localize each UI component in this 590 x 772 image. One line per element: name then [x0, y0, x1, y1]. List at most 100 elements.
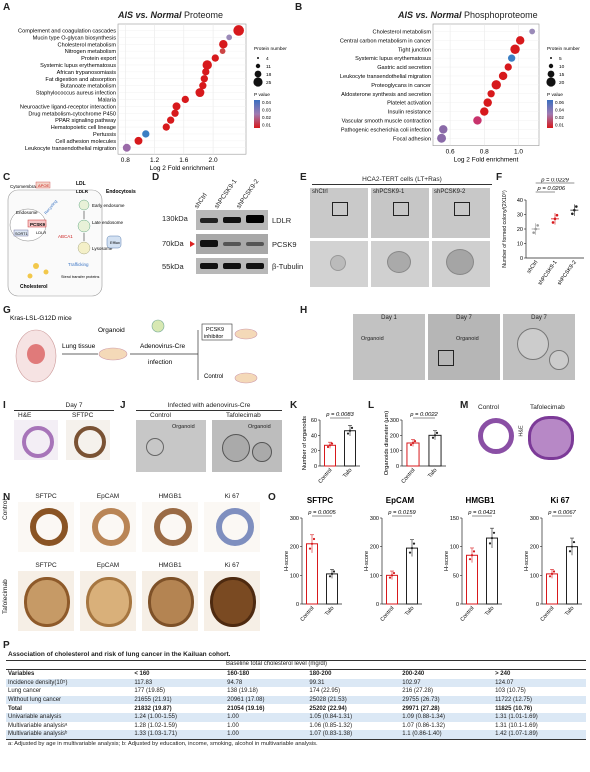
enrichment-dot	[498, 71, 508, 81]
enrichment-dot	[211, 54, 219, 62]
lung-icon	[27, 344, 45, 364]
y-axis-label: H-score	[364, 551, 370, 571]
legend-size-label: 18	[266, 72, 272, 78]
y-tick-label: 60	[311, 418, 317, 424]
lane-label: shCtrl	[193, 192, 209, 210]
band-ldlr: LDLR	[272, 216, 292, 225]
pcsk9-blot	[196, 234, 268, 254]
enrichment-dot	[199, 82, 207, 90]
term-label: Butanoate metabolism	[60, 84, 116, 90]
lane-label: shPCSK9-2	[235, 178, 261, 210]
legend-size-dot	[255, 63, 261, 69]
panel-c-letter: C	[3, 172, 11, 183]
panel-e-letter: E	[300, 172, 307, 183]
panel-i-day: Day 7	[65, 402, 83, 409]
colony-zoom-photo	[432, 241, 490, 287]
panel-j-control: Control	[150, 412, 171, 419]
legend-p-label: 0.01	[262, 123, 271, 128]
row-control-label: Control	[2, 499, 9, 520]
enrichment-dot	[437, 133, 447, 143]
marker-label: Ki 67	[224, 493, 240, 500]
term-label: Proteoglycans in cancer	[371, 83, 431, 89]
ldlr-label: LDLR	[76, 189, 89, 194]
term-label: Neuroactive ligand-receptor interaction	[20, 104, 116, 110]
enrichment-dot	[480, 107, 489, 116]
control-label: Control	[204, 374, 223, 380]
y-tick-label: 0	[314, 464, 317, 470]
y-tick-label: 100	[370, 573, 379, 579]
marker-70: 70kDa	[162, 239, 184, 248]
data-point	[312, 537, 316, 541]
enrichment-dot	[167, 116, 175, 124]
organoid-tafolecimab-photo: Organoid	[212, 420, 282, 472]
lysosome-label: Lysosome	[92, 246, 113, 251]
y-tick-label: 0	[536, 602, 539, 608]
he-stain-photo	[14, 420, 58, 460]
y-tick-label: 300	[390, 418, 399, 424]
enrichment-dot	[515, 36, 525, 45]
legend-p-label: 0.03	[262, 108, 271, 113]
h-score-bar	[306, 543, 318, 605]
stain-sftpc-label: SFTPC	[72, 412, 94, 419]
term-label: Insulin resistance	[388, 110, 431, 116]
enrichment-dot	[162, 123, 170, 131]
dish-icon	[98, 347, 128, 361]
y-tick-label: 40	[311, 433, 317, 439]
ihc-control-sftpc	[18, 502, 74, 552]
data-point	[536, 224, 539, 227]
marker-label: Ki 67	[224, 562, 240, 569]
legend-size-dot	[257, 57, 259, 59]
legend-size-label: 15	[559, 72, 565, 78]
legend-size-label: 25	[266, 80, 272, 86]
data-point	[332, 570, 336, 573]
data-point	[328, 444, 332, 447]
early-endosome-label: Early endosome	[92, 203, 125, 208]
panel-i-letter: I	[3, 400, 6, 411]
ihc-tafo-ki67	[204, 571, 260, 631]
enrichment-dot	[142, 130, 150, 138]
pcsk9-box	[27, 219, 47, 228]
western-lanes-header: shCtrl shPCSK9-1 shPCSK9-2	[193, 172, 269, 210]
he-control-photo	[474, 414, 516, 458]
x-axis-label: Log 2 Fold enrichment	[454, 157, 519, 164]
inhibitor-box	[201, 323, 233, 341]
ihc-control-ki67	[204, 502, 260, 552]
y-tick-label: 300	[290, 516, 299, 522]
term-label: Protein export	[81, 56, 116, 62]
term-label: Drug metabolism-cytochrome P450	[28, 111, 116, 117]
enrichment-dot	[171, 109, 179, 117]
ihc-tafo-hmgb1	[142, 571, 198, 631]
legend-p-bar	[547, 100, 553, 128]
term-label: Nitrogen metabolism	[65, 49, 117, 55]
x-tick-label: 0.8	[121, 157, 130, 164]
chart-title: EpCAM	[386, 496, 415, 505]
panel-j-letter: J	[120, 400, 126, 411]
data-point	[348, 429, 352, 432]
panel-n-letter: N	[3, 492, 11, 503]
marker-55: 55kDa	[162, 262, 184, 271]
efflux-label: Efflux	[110, 240, 120, 245]
p-value-label: p = 0.0229	[540, 178, 569, 184]
organoid-day1-photo: Day 1 Organoid	[353, 314, 425, 380]
data-point	[410, 547, 414, 550]
y-tick-label: 100	[290, 573, 299, 579]
x-category-label: Tafo	[404, 605, 415, 617]
legend-p-label: 0.01	[555, 123, 564, 128]
p-value-label: p = 0.0005	[307, 510, 336, 516]
table-footnote: a: Adjusted by age in multivariable anal…	[8, 740, 318, 747]
y-tick-label: 10	[517, 242, 523, 248]
legend-p-title: P value	[254, 92, 270, 98]
data-point	[490, 536, 494, 540]
ldl-label: LDL	[76, 181, 86, 187]
ldlr-inner-label: LDLR	[36, 230, 46, 235]
enrichment-dot	[219, 48, 226, 55]
pcsk9-arrow	[190, 241, 195, 247]
inhibitor-label: PCSK9	[206, 327, 224, 333]
y-tick-label: 200	[290, 545, 299, 551]
data-point	[568, 550, 572, 553]
data-point	[390, 574, 394, 577]
table-row: Without lung cancer 21655 (21.91) 20961 (1…	[6, 695, 586, 705]
y-tick-label: 100	[530, 573, 539, 579]
term-label: Vascular smooth muscle contraction	[342, 118, 431, 124]
term-label: Mucin type O-glycan biosynthesis	[33, 35, 117, 41]
